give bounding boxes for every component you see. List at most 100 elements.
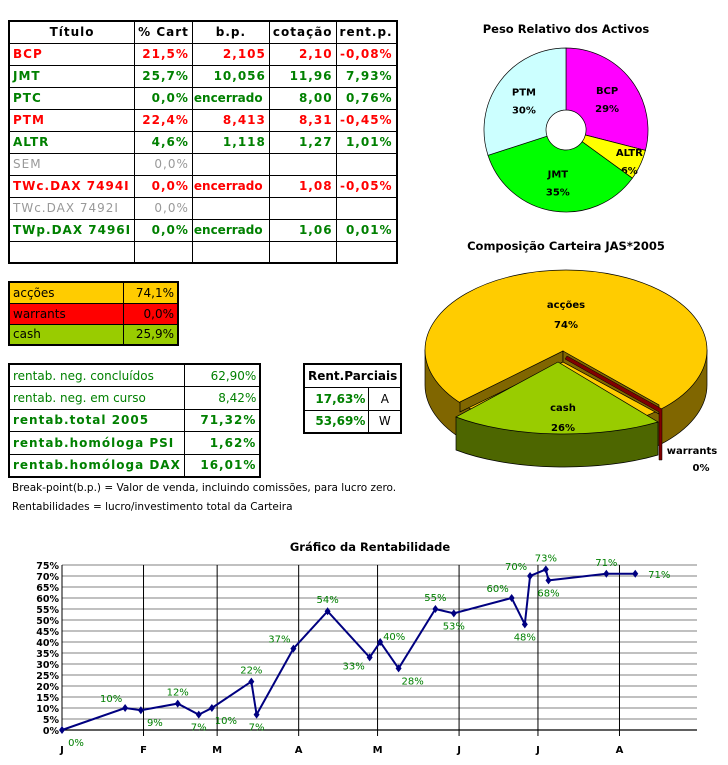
partial-row: 53,69% W <box>303 409 402 434</box>
partial-header: Rent.Parciais <box>303 363 402 388</box>
holding-row: TWp.DAX 7496I 0,0% encerrado 1,06 0,01% <box>8 218 398 242</box>
holding-title: JMT <box>8 64 136 88</box>
data-label: 40% <box>383 632 405 643</box>
y-tick-label: 65% <box>36 583 59 594</box>
data-label: 73% <box>535 553 557 564</box>
data-label: 22% <box>240 666 262 677</box>
pie1-value: 35% <box>546 187 570 198</box>
pie1-label: ALTR <box>616 148 643 159</box>
pie2-value: 26% <box>551 423 575 434</box>
data-label: 53% <box>443 621 465 632</box>
data-label: 7% <box>191 723 207 734</box>
holding-bp: encerrado <box>191 174 270 198</box>
x-tick-label: M <box>212 745 222 756</box>
pie2-label: acções <box>547 300 585 311</box>
holding-cart: 0,0% <box>134 152 193 176</box>
x-tick-label: A <box>616 745 624 756</box>
data-label: 48% <box>514 632 536 643</box>
line-chart-title: Gráfico da Rentabilidade <box>289 540 451 554</box>
allocation-label: cash <box>8 323 124 346</box>
allocation-row: cash 25,9% <box>8 323 179 346</box>
y-tick-label: 35% <box>36 649 59 660</box>
partial-row: 17,63% A <box>303 386 402 411</box>
holdings-table: Título % Cart b.p. cotação rent.p. BCP 21… <box>8 20 398 264</box>
data-point <box>253 710 260 719</box>
data-point <box>324 607 331 616</box>
y-tick-label: 25% <box>36 671 59 682</box>
data-point <box>395 664 402 673</box>
holding-row: JMT 25,7% 10,056 11,96 7,93% <box>8 64 398 88</box>
holding-cotacao: 1,08 <box>268 174 337 198</box>
data-label: 7% <box>249 723 265 734</box>
pie2-slice-cash <box>455 361 659 435</box>
y-tick-label: 15% <box>36 693 59 704</box>
pie2-slice-warrants <box>564 355 663 461</box>
data-label: 54% <box>316 595 338 606</box>
data-point <box>527 572 534 580</box>
holding-rent: -0,05% <box>335 174 398 198</box>
data-label: 55% <box>424 593 446 604</box>
holding-row: PTM 22,4% 8,413 8,31 -0,45% <box>8 108 398 132</box>
data-point <box>195 710 202 719</box>
holding-bp: encerrado <box>191 218 270 242</box>
note-breakpoint: Break-point(b.p.) = Valor de venda, incl… <box>12 482 397 494</box>
holding-cart: 0,0% <box>134 218 193 242</box>
returns-row: rentab.homóloga PSI 1,62% <box>8 431 261 455</box>
data-point <box>450 609 457 618</box>
pie1-label: PTM <box>512 87 536 98</box>
x-tick-label: F <box>140 745 147 756</box>
data-point <box>208 704 215 712</box>
x-tick-label: A <box>295 745 303 756</box>
pie2-value: 74% <box>554 320 578 331</box>
data-label: 12% <box>167 688 189 699</box>
data-point <box>521 620 528 629</box>
allocation-value: 25,9% <box>122 323 179 346</box>
x-tick-label: J <box>456 745 461 756</box>
data-label: 71% <box>648 570 670 581</box>
allocation-table: acções 74,1% warrants 0,0% cash 25,9% <box>8 281 179 346</box>
x-tick-label: J <box>59 745 64 756</box>
holdings-header-row: Título % Cart b.p. cotação rent.p. <box>8 20 398 44</box>
data-point <box>508 594 515 602</box>
holding-row: ALTR 4,6% 1,118 1,27 1,01% <box>8 130 398 154</box>
allocation-value: 74,1% <box>122 281 179 304</box>
y-tick-label: 0% <box>43 726 60 737</box>
data-point <box>542 565 549 574</box>
holding-row: PTC 0,0% encerrado 8,00 0,76% <box>8 86 398 110</box>
pie1-label: JMT <box>547 169 569 180</box>
data-label: 28% <box>401 676 423 687</box>
data-label: 10% <box>215 716 237 727</box>
returns-label: rentab. neg. concluídos <box>8 363 185 388</box>
holding-rent: -0,45% <box>335 108 398 132</box>
y-tick-label: 30% <box>36 660 59 671</box>
data-label: 68% <box>537 588 559 599</box>
note-rentabilidades: Rentabilidades = lucro/investimento tota… <box>12 501 293 513</box>
data-point <box>366 653 373 662</box>
partial-value: 53,69% <box>303 409 370 434</box>
returns-row: rentab.homóloga DAX 16,01% <box>8 453 261 478</box>
holding-row: TWc.DAX 7494I 0,0% encerrado 1,08 -0,05% <box>8 174 398 198</box>
partial-returns-table: Rent.Parciais 17,63% A 53,69% W <box>303 363 403 434</box>
holding-bp: 8,413 <box>191 108 270 132</box>
data-point <box>137 706 144 715</box>
holding-bp: encerrado <box>191 86 270 110</box>
partial-tag: A <box>368 386 402 411</box>
returns-row: rentab. neg. em curso 8,42% <box>8 386 261 410</box>
data-point <box>122 704 129 712</box>
returns-value: 16,01% <box>183 453 261 478</box>
data-label: 71% <box>595 558 617 569</box>
data-label: 37% <box>268 635 290 646</box>
allocation-row: acções 74,1% <box>8 281 179 304</box>
data-label: 0% <box>68 738 84 749</box>
holding-row: BCP 21,5% 2,105 2,10 -0,08% <box>8 42 398 66</box>
allocation-label: warrants <box>8 302 124 325</box>
y-tick-label: 40% <box>36 638 59 649</box>
header-cart: % Cart <box>134 20 193 44</box>
line-series <box>61 568 636 731</box>
allocation-row: warrants 0,0% <box>8 302 179 325</box>
data-point <box>248 677 255 686</box>
y-tick-label: 45% <box>36 627 59 638</box>
pie1-slice-jmt <box>487 135 633 213</box>
data-label: 60% <box>487 584 509 595</box>
